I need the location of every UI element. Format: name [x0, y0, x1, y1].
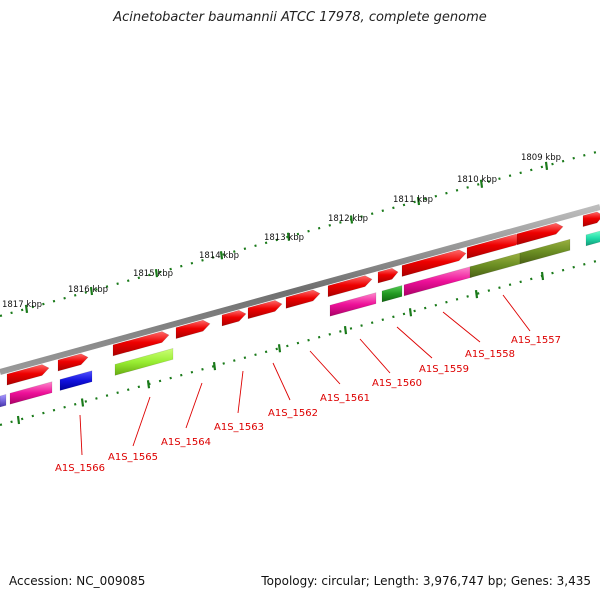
scale-label: 1813 kbp: [264, 233, 304, 243]
gene-label: A1S_1563: [214, 422, 264, 433]
gene-label-leader: [396, 326, 433, 359]
forward-gene: [6, 364, 50, 386]
cog-gene: [329, 292, 377, 317]
inner-scale-tick: [80, 398, 85, 407]
scale-label: 1809 kbp: [521, 153, 561, 163]
forward-gene: [401, 249, 467, 277]
forward-gene: [516, 222, 564, 246]
inner-scale-dots: [0, 258, 600, 427]
inner-scale-tick: [408, 308, 413, 317]
scale-major-tick: [154, 268, 159, 278]
gene-label: A1S_1565: [108, 452, 158, 463]
scale-label: 1815 kbp: [133, 269, 173, 279]
gene-label-leader: [442, 311, 481, 343]
gene-label-leader: [359, 338, 391, 374]
cog-gene: [519, 238, 571, 265]
inner-scale-tick: [16, 415, 21, 425]
scale-major-tick: [219, 251, 224, 260]
inner-scale-tick: [474, 289, 479, 299]
inner-scale-tick: [146, 380, 151, 389]
scale-major-tick: [89, 286, 94, 296]
scale-label: 1812 kbp: [328, 214, 368, 224]
scale-label: 1816 kbp: [68, 285, 108, 295]
gene-track: [0, 211, 600, 408]
forward-gene: [247, 300, 283, 320]
scale-major-tick: [479, 179, 484, 188]
inner-scale-tick: [540, 271, 545, 281]
cog-gene: [9, 381, 53, 405]
accession-label: Accession: NC_009085: [9, 574, 146, 588]
gene-label: A1S_1564: [161, 437, 211, 448]
gene-label-leader: [502, 294, 531, 332]
gene-label: A1S_1562: [268, 408, 318, 419]
inner-scale-tick: [212, 362, 217, 371]
cog-gene: [0, 393, 7, 408]
gene-label-leader: [79, 414, 83, 456]
cog-gene: [381, 285, 403, 303]
gene-labels: A1S_1557 A1S_1558 A1S_1559 A1S_1560A1S_1561…: [55, 294, 561, 474]
scale-label: 1811 kbp: [393, 195, 433, 205]
inner-scale-tick: [277, 344, 282, 353]
scale-label: 1817 kbp: [2, 300, 42, 310]
gene-label: A1S_1561: [320, 393, 370, 404]
gene-label-leader: [132, 396, 151, 447]
gene-label: A1S_1559: [419, 364, 469, 375]
cog-gene: [585, 230, 600, 247]
forward-gene: [221, 309, 247, 327]
forward-gene: [175, 319, 211, 339]
cog-gene: [469, 252, 521, 279]
scale-label: 1810 kbp: [457, 175, 497, 185]
genome-summary: Topology: circular; Length: 3,976,747 bp…: [261, 574, 591, 588]
cog-gene: [59, 370, 93, 391]
gene-label: A1S_1557: [511, 335, 561, 346]
scale-major-tick: [349, 215, 354, 224]
gene-label-leader: [237, 370, 244, 414]
gene-label: A1S_1558: [465, 349, 515, 360]
scale-major-tick: [544, 161, 549, 170]
scale-major-tick: [286, 232, 291, 241]
forward-gene: [582, 211, 600, 228]
scale-major-tick: [416, 196, 421, 206]
forward-gene: [285, 289, 321, 309]
scale-label: 1814 kbp: [199, 251, 239, 261]
map-title: Acinetobacter baumannii ATCC 17978, comp…: [113, 10, 487, 25]
gene-label-leader: [309, 350, 341, 385]
genome-backbone: [0, 204, 600, 375]
outer-scale-dots: [0, 149, 600, 318]
gene-label-leader: [272, 362, 291, 401]
gene-label: A1S_1560: [372, 378, 422, 389]
forward-gene: [57, 353, 89, 372]
scale-major-tick: [24, 304, 29, 313]
cog-gene: [114, 348, 174, 376]
outer-scale-ring: 1809 kbp 1810 kbp 1811 kbp 1812 kbp 1813 kbp…: [0, 149, 600, 318]
gene-label: A1S_1566: [55, 463, 105, 474]
forward-gene: [327, 275, 373, 298]
gene-label-leader: [185, 382, 203, 429]
inner-scale-tick: [343, 325, 348, 335]
forward-gene: [112, 331, 170, 357]
forward-gene: [377, 267, 399, 284]
inner-scale-ring: [0, 258, 600, 427]
